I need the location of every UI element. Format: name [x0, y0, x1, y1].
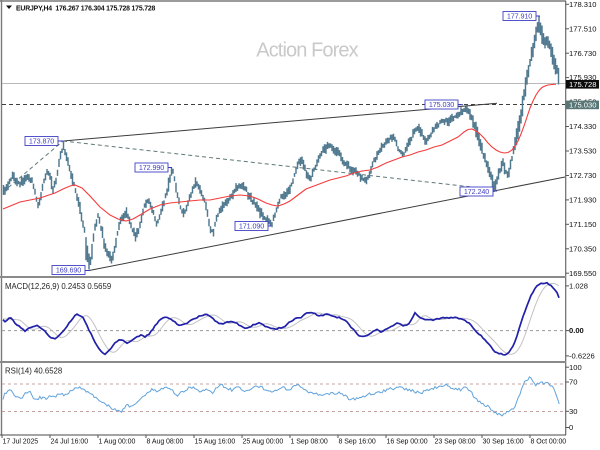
svg-text:15 Aug 16:00: 15 Aug 16:00 [195, 439, 236, 446]
svg-text:70: 70 [569, 378, 577, 387]
svg-text:16 Sep 00:00: 16 Sep 00:00 [387, 439, 428, 446]
svg-text:100: 100 [569, 363, 582, 372]
svg-text:171.090: 171.090 [239, 222, 264, 231]
svg-text:173.870: 173.870 [29, 137, 54, 146]
svg-text:1 Sep 08:00: 1 Sep 08:00 [291, 439, 328, 446]
svg-text:172.730: 172.730 [569, 171, 596, 180]
svg-text:175.728: 175.728 [569, 80, 596, 89]
svg-text:8 Sep 16:00: 8 Sep 16:00 [339, 439, 376, 446]
svg-text:171.150: 171.150 [569, 220, 596, 229]
svg-text:MACD(12,26,9) 0.2453 0.5659: MACD(12,26,9) 0.2453 0.5659 [5, 282, 111, 291]
svg-text:174.330: 174.330 [569, 122, 596, 131]
svg-text:172.990: 172.990 [139, 163, 164, 172]
svg-text:RSI(14) 40.6528: RSI(14) 40.6528 [5, 367, 62, 376]
svg-text:177.510: 177.510 [569, 24, 596, 33]
svg-text:30 Sep 16:00: 30 Sep 16:00 [483, 439, 524, 446]
svg-text:EURJPY,H4 176.267 176.304 175: EURJPY,H4 176.267 176.304 175.728 175.72… [16, 6, 156, 13]
svg-text:30: 30 [569, 407, 577, 416]
svg-text:170.350: 170.350 [569, 244, 596, 253]
svg-text:23 Sep 08:00: 23 Sep 08:00 [435, 439, 476, 446]
svg-text:1.028: 1.028 [569, 282, 588, 291]
svg-text:177.910: 177.910 [507, 12, 532, 21]
svg-text:17 Jul 2025: 17 Jul 2025 [3, 439, 39, 446]
svg-text:171.930: 171.930 [569, 196, 596, 205]
svg-text:169.690: 169.690 [56, 266, 81, 275]
svg-text:173.530: 173.530 [569, 147, 596, 156]
svg-text:24 Jul 16:00: 24 Jul 16:00 [51, 439, 89, 446]
svg-text:175.030: 175.030 [569, 100, 596, 109]
svg-text:175.030: 175.030 [429, 100, 454, 109]
svg-text:0: 0 [569, 423, 573, 432]
svg-text:25 Aug 00:00: 25 Aug 00:00 [243, 439, 284, 446]
svg-text:1 Aug 00:00: 1 Aug 00:00 [99, 439, 136, 446]
svg-text:172.240: 172.240 [464, 187, 489, 196]
svg-text:Action Forex: Action Forex [256, 40, 358, 62]
svg-text:-0.6226: -0.6226 [569, 352, 595, 361]
svg-text:0.00: 0.00 [569, 326, 584, 335]
svg-text:175.930: 175.930 [569, 73, 596, 82]
svg-text:178.310: 178.310 [569, 0, 596, 9]
svg-text:8 Oct 00:00: 8 Oct 00:00 [531, 439, 567, 446]
svg-text:176.730: 176.730 [569, 49, 596, 58]
svg-text:8 Aug 08:00: 8 Aug 08:00 [147, 439, 184, 446]
svg-text:169.550: 169.550 [569, 269, 596, 278]
